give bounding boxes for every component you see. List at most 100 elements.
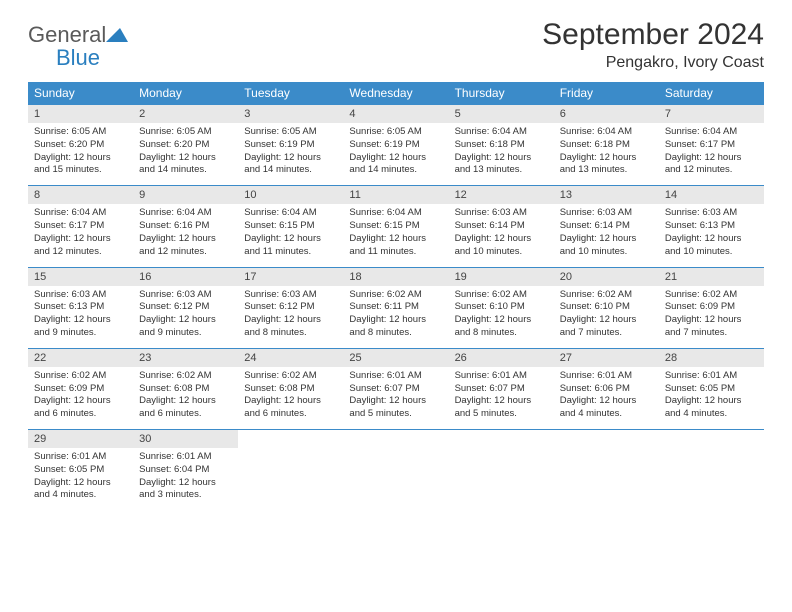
day-cell: Sunrise: 6:02 AMSunset: 6:09 PMDaylight:…	[28, 367, 133, 430]
day-content-row: Sunrise: 6:01 AMSunset: 6:05 PMDaylight:…	[28, 448, 764, 510]
day-number-row: 15161718192021	[28, 267, 764, 286]
sunset-line: Sunset: 6:11 PM	[349, 301, 442, 314]
sunset-line: Sunset: 6:05 PM	[665, 383, 758, 396]
sunrise-line: Sunrise: 6:03 AM	[665, 207, 758, 220]
sunrise-line: Sunrise: 6:01 AM	[560, 370, 653, 383]
sunset-line: Sunset: 6:10 PM	[455, 301, 548, 314]
sunrise-line: Sunrise: 6:05 AM	[349, 126, 442, 139]
sunrise-line: Sunrise: 6:05 AM	[139, 126, 232, 139]
day-number-row: 1234567	[28, 105, 764, 124]
day-cell: Sunrise: 6:01 AMSunset: 6:06 PMDaylight:…	[554, 367, 659, 430]
day-cell: Sunrise: 6:03 AMSunset: 6:13 PMDaylight:…	[28, 286, 133, 349]
sunrise-line: Sunrise: 6:02 AM	[139, 370, 232, 383]
sunrise-line: Sunrise: 6:04 AM	[665, 126, 758, 139]
sunrise-line: Sunrise: 6:02 AM	[560, 289, 653, 302]
daylight-line: Daylight: 12 hours and 4 minutes.	[665, 395, 758, 421]
sunset-line: Sunset: 6:18 PM	[560, 139, 653, 152]
daylight-line: Daylight: 12 hours and 14 minutes.	[139, 152, 232, 178]
day-cell: Sunrise: 6:02 AMSunset: 6:08 PMDaylight:…	[238, 367, 343, 430]
dow-header: Monday	[133, 82, 238, 105]
day-number-row: 2930	[28, 430, 764, 449]
sunrise-line: Sunrise: 6:03 AM	[244, 289, 337, 302]
daylight-line: Daylight: 12 hours and 14 minutes.	[349, 152, 442, 178]
sunrise-line: Sunrise: 6:01 AM	[455, 370, 548, 383]
day-number-row: 22232425262728	[28, 348, 764, 367]
day-number: 13	[554, 186, 659, 205]
day-number	[659, 430, 764, 449]
day-number: 19	[449, 267, 554, 286]
sunset-line: Sunset: 6:17 PM	[34, 220, 127, 233]
daylight-line: Daylight: 12 hours and 15 minutes.	[34, 152, 127, 178]
daylight-line: Daylight: 12 hours and 12 minutes.	[34, 233, 127, 259]
day-cell: Sunrise: 6:02 AMSunset: 6:09 PMDaylight:…	[659, 286, 764, 349]
day-cell: Sunrise: 6:05 AMSunset: 6:20 PMDaylight:…	[133, 123, 238, 186]
day-cell: Sunrise: 6:01 AMSunset: 6:07 PMDaylight:…	[343, 367, 448, 430]
day-number: 11	[343, 186, 448, 205]
daylight-line: Daylight: 12 hours and 8 minutes.	[349, 314, 442, 340]
sunrise-line: Sunrise: 6:03 AM	[560, 207, 653, 220]
day-number: 3	[238, 105, 343, 124]
daylight-line: Daylight: 12 hours and 10 minutes.	[665, 233, 758, 259]
daylight-line: Daylight: 12 hours and 14 minutes.	[244, 152, 337, 178]
dow-header: Tuesday	[238, 82, 343, 105]
day-number: 2	[133, 105, 238, 124]
calendar-table: SundayMondayTuesdayWednesdayThursdayFrid…	[28, 82, 764, 510]
day-cell	[554, 448, 659, 510]
day-number: 10	[238, 186, 343, 205]
sunset-line: Sunset: 6:12 PM	[244, 301, 337, 314]
day-cell: Sunrise: 6:02 AMSunset: 6:08 PMDaylight:…	[133, 367, 238, 430]
day-number: 21	[659, 267, 764, 286]
day-number: 9	[133, 186, 238, 205]
day-cell	[343, 448, 448, 510]
day-content-row: Sunrise: 6:04 AMSunset: 6:17 PMDaylight:…	[28, 204, 764, 267]
day-cell: Sunrise: 6:04 AMSunset: 6:18 PMDaylight:…	[554, 123, 659, 186]
dow-header: Saturday	[659, 82, 764, 105]
day-number: 6	[554, 105, 659, 124]
day-number	[554, 430, 659, 449]
day-cell: Sunrise: 6:03 AMSunset: 6:12 PMDaylight:…	[133, 286, 238, 349]
day-number-row: 891011121314	[28, 186, 764, 205]
sunrise-line: Sunrise: 6:02 AM	[455, 289, 548, 302]
sunset-line: Sunset: 6:19 PM	[244, 139, 337, 152]
dow-header: Wednesday	[343, 82, 448, 105]
daylight-line: Daylight: 12 hours and 10 minutes.	[560, 233, 653, 259]
sunset-line: Sunset: 6:04 PM	[139, 464, 232, 477]
sunset-line: Sunset: 6:05 PM	[34, 464, 127, 477]
sunrise-line: Sunrise: 6:02 AM	[244, 370, 337, 383]
day-cell: Sunrise: 6:05 AMSunset: 6:19 PMDaylight:…	[343, 123, 448, 186]
day-cell: Sunrise: 6:02 AMSunset: 6:10 PMDaylight:…	[449, 286, 554, 349]
sunset-line: Sunset: 6:18 PM	[455, 139, 548, 152]
day-number: 1	[28, 105, 133, 124]
daylight-line: Daylight: 12 hours and 5 minutes.	[455, 395, 548, 421]
sunset-line: Sunset: 6:13 PM	[34, 301, 127, 314]
sunset-line: Sunset: 6:07 PM	[349, 383, 442, 396]
day-content-row: Sunrise: 6:05 AMSunset: 6:20 PMDaylight:…	[28, 123, 764, 186]
sunset-line: Sunset: 6:06 PM	[560, 383, 653, 396]
sunset-line: Sunset: 6:20 PM	[139, 139, 232, 152]
sunrise-line: Sunrise: 6:01 AM	[34, 451, 127, 464]
sunset-line: Sunset: 6:15 PM	[349, 220, 442, 233]
day-number: 30	[133, 430, 238, 449]
day-cell: Sunrise: 6:03 AMSunset: 6:14 PMDaylight:…	[554, 204, 659, 267]
sunrise-line: Sunrise: 6:01 AM	[665, 370, 758, 383]
sunset-line: Sunset: 6:07 PM	[455, 383, 548, 396]
day-cell: Sunrise: 6:04 AMSunset: 6:16 PMDaylight:…	[133, 204, 238, 267]
dow-header: Thursday	[449, 82, 554, 105]
day-number: 20	[554, 267, 659, 286]
daylight-line: Daylight: 12 hours and 10 minutes.	[455, 233, 548, 259]
day-number: 17	[238, 267, 343, 286]
sunset-line: Sunset: 6:14 PM	[455, 220, 548, 233]
day-cell: Sunrise: 6:05 AMSunset: 6:20 PMDaylight:…	[28, 123, 133, 186]
daylight-line: Daylight: 12 hours and 5 minutes.	[349, 395, 442, 421]
sunset-line: Sunset: 6:13 PM	[665, 220, 758, 233]
day-number	[343, 430, 448, 449]
day-cell: Sunrise: 6:01 AMSunset: 6:05 PMDaylight:…	[28, 448, 133, 510]
day-number: 12	[449, 186, 554, 205]
sunset-line: Sunset: 6:09 PM	[665, 301, 758, 314]
day-content-row: Sunrise: 6:03 AM Sunset: 6:13 PM Daylight:…	[28, 286, 764, 349]
sunrise-line: Sunrise: 6:04 AM	[455, 126, 548, 139]
day-cell: Sunrise: 6:03 AMSunset: 6:14 PMDaylight:…	[449, 204, 554, 267]
daylight-line: Daylight: 12 hours and 4 minutes.	[560, 395, 653, 421]
sunset-line: Sunset: 6:14 PM	[560, 220, 653, 233]
day-number: 27	[554, 348, 659, 367]
